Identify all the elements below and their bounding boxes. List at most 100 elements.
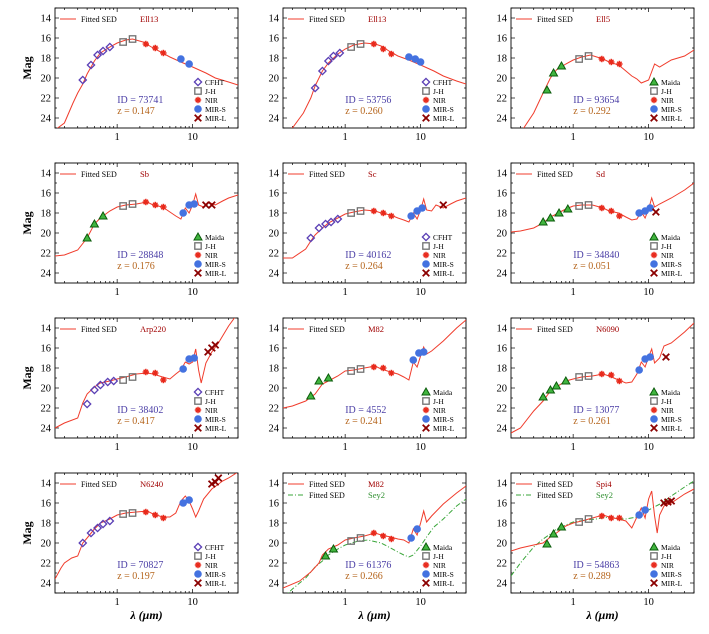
cfht-point bbox=[193, 77, 203, 87]
jh-point bbox=[347, 43, 355, 51]
plot-area bbox=[511, 322, 694, 434]
jh-point bbox=[575, 373, 583, 381]
jh-point bbox=[422, 242, 430, 250]
y-tick-label: 24 bbox=[269, 579, 280, 590]
legend-label-maida: Maida bbox=[205, 233, 225, 242]
legend-label-cfht: CFHT bbox=[433, 233, 453, 242]
legend-label-maida: Maida bbox=[661, 233, 681, 242]
fitted-sed-legend-label: Fitted SED bbox=[309, 480, 345, 489]
mirl-point bbox=[422, 424, 430, 432]
legend-label-mirl: MIR-L bbox=[205, 269, 227, 278]
y-tick-label: 16 bbox=[269, 189, 280, 200]
mirs-point bbox=[185, 496, 193, 504]
jh-point bbox=[356, 365, 365, 373]
cfht-point bbox=[193, 542, 203, 552]
nir-point bbox=[194, 561, 202, 569]
mirl-stroke bbox=[662, 353, 670, 361]
mirl-point bbox=[194, 424, 202, 432]
x-tick-label: 1 bbox=[571, 442, 576, 453]
jh-point bbox=[128, 35, 137, 43]
y-tick-label: 20 bbox=[269, 229, 280, 240]
cfht-point bbox=[326, 217, 336, 227]
nir-point bbox=[380, 209, 387, 217]
y-tick-label: 18 bbox=[41, 364, 52, 375]
nir-point bbox=[370, 529, 378, 537]
y-tick-label: 16 bbox=[497, 34, 508, 45]
mirl-stroke bbox=[422, 424, 430, 432]
object-id: ID = 53756 bbox=[345, 95, 391, 106]
y-tick-label: 20 bbox=[497, 384, 508, 395]
legend-label-jh: J-H bbox=[433, 397, 444, 406]
template-name: Sb bbox=[140, 169, 149, 179]
y-tick-label: 16 bbox=[41, 499, 52, 510]
mirl-point bbox=[422, 579, 430, 587]
y-tick-label: 14 bbox=[269, 169, 280, 180]
y-tick-label: 16 bbox=[41, 34, 52, 45]
y-tick-label: 18 bbox=[41, 209, 52, 220]
jh-point bbox=[422, 552, 430, 560]
redshift: z = 0.260 bbox=[345, 106, 383, 117]
x-tick-label: 10 bbox=[187, 597, 198, 608]
cfht-point bbox=[335, 48, 345, 58]
legend-label-jh: J-H bbox=[433, 242, 444, 251]
legend-label-mirl: MIR-L bbox=[433, 579, 455, 588]
fitted-sed-legend-label: Fitted SED bbox=[81, 15, 117, 24]
legend-label-mirs: MIR-S bbox=[661, 570, 682, 579]
jh-point bbox=[347, 367, 355, 375]
y-tick-label: 20 bbox=[497, 229, 508, 240]
y-tick-label: 16 bbox=[497, 344, 508, 355]
y-tick-label: 24 bbox=[41, 424, 52, 435]
fitted-sed-legend-label: Fitted SED bbox=[537, 325, 573, 334]
maida-point bbox=[82, 232, 92, 242]
y-tick-label: 22 bbox=[497, 404, 508, 415]
nir-point bbox=[650, 406, 658, 414]
y-tick-label: 18 bbox=[41, 519, 52, 530]
mirl-point bbox=[650, 424, 658, 432]
cfht-point bbox=[98, 46, 108, 56]
x-tick-label: 1 bbox=[115, 287, 120, 298]
x-tick-label: 10 bbox=[187, 132, 198, 143]
fitted-sed-curve bbox=[283, 485, 466, 589]
mirl-stroke bbox=[650, 269, 658, 277]
cfht-point bbox=[328, 51, 338, 61]
fitted-sed-legend-label: Fitted SED bbox=[81, 170, 117, 179]
sed-panel: 14 16 18 20 22 24 1 10 Fitted SED M82 Fitted SED Se… bbox=[269, 472, 467, 622]
fitted-sed-curve bbox=[55, 473, 238, 580]
fitted-sed-curve bbox=[291, 42, 466, 128]
x-tick-label: 1 bbox=[343, 597, 348, 608]
mirl-point bbox=[207, 201, 216, 209]
nir-point bbox=[152, 369, 159, 377]
jh-point bbox=[128, 373, 137, 381]
sed-panel: 14 16 18 20 22 24 1 10 Fitted SED N6240 ID = 70827… bbox=[20, 472, 239, 622]
legend-label-jh: J-H bbox=[433, 87, 444, 96]
x-axis-label: λ (μm) bbox=[585, 608, 618, 622]
legend-label-cfht: CFHT bbox=[433, 78, 453, 87]
mirl-point bbox=[651, 208, 660, 216]
nir-point bbox=[388, 50, 395, 58]
maida-point bbox=[193, 231, 203, 241]
y-tick-label: 18 bbox=[41, 54, 52, 65]
nir-point bbox=[152, 201, 159, 209]
y-tick-label: 14 bbox=[41, 169, 52, 180]
y-tick-label: 20 bbox=[41, 539, 52, 550]
nir-point bbox=[422, 251, 430, 259]
y-tick-label: 22 bbox=[41, 559, 52, 570]
y-tick-label: 24 bbox=[269, 424, 280, 435]
x-tick-label: 10 bbox=[643, 442, 654, 453]
jh-point bbox=[650, 242, 658, 250]
nir-point bbox=[422, 96, 430, 104]
object-id: ID = 13077 bbox=[573, 405, 619, 416]
mirl-stroke bbox=[422, 114, 430, 122]
cfht-point bbox=[109, 376, 119, 386]
y-tick-label: 14 bbox=[269, 14, 280, 25]
maida-point bbox=[323, 372, 334, 382]
mirl-point bbox=[201, 201, 210, 209]
nir-point bbox=[608, 371, 615, 379]
nir-point bbox=[142, 368, 150, 376]
y-tick-label: 22 bbox=[41, 94, 52, 105]
nir-point bbox=[598, 204, 606, 212]
y-tick-label: 24 bbox=[497, 269, 508, 280]
